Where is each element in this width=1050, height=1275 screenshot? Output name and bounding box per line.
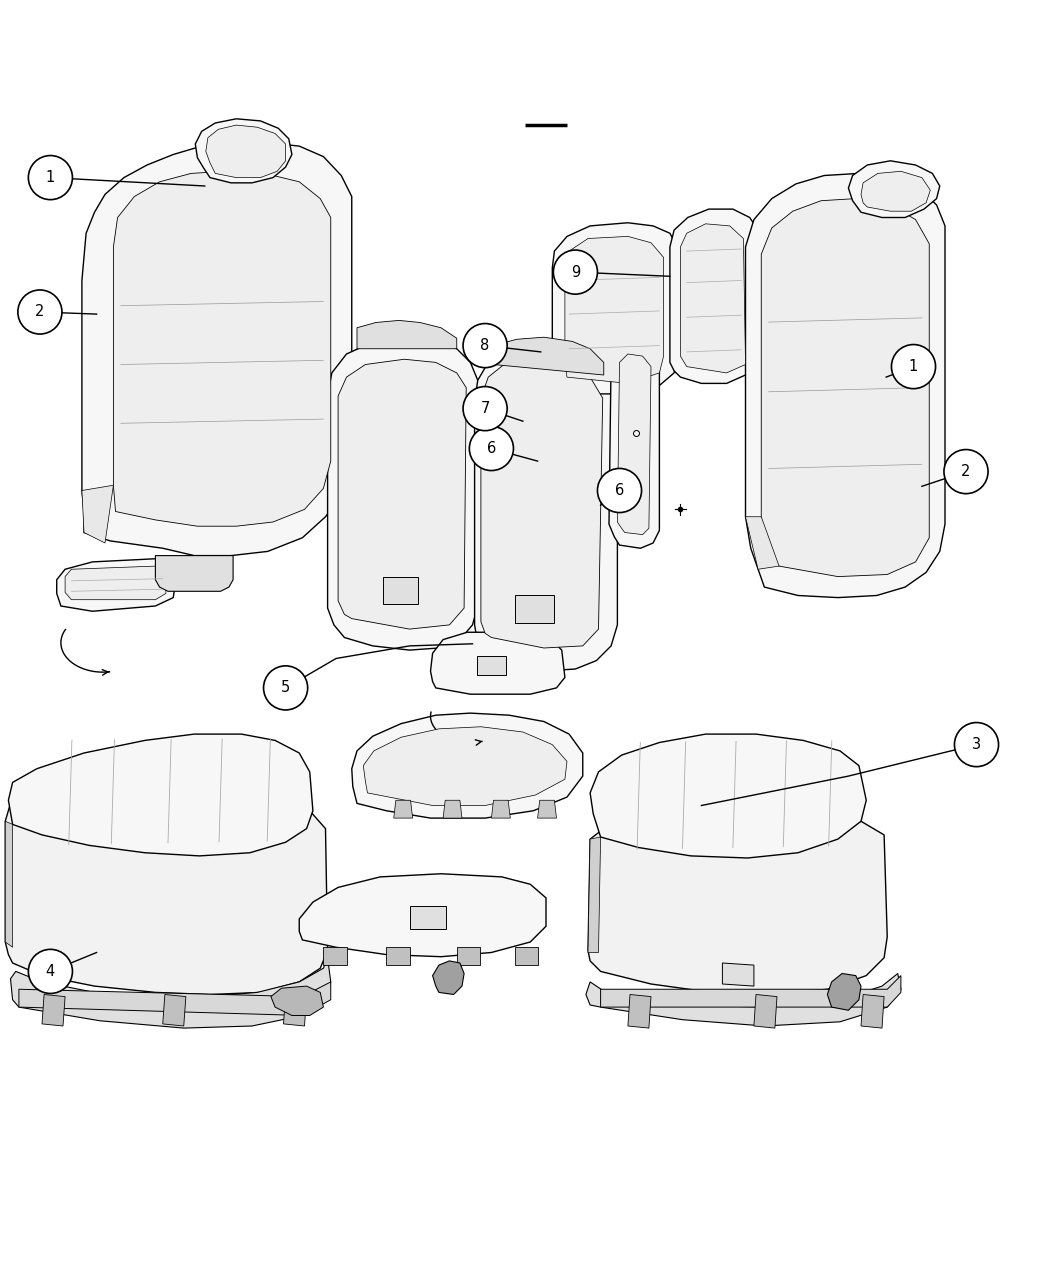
Polygon shape [481,360,603,648]
Polygon shape [195,119,292,182]
Text: 7: 7 [481,402,489,416]
Polygon shape [746,173,945,598]
Polygon shape [383,576,418,604]
Circle shape [597,468,642,513]
Polygon shape [722,963,754,986]
Polygon shape [430,632,565,694]
Polygon shape [363,727,567,806]
Circle shape [891,344,936,389]
Polygon shape [477,657,506,676]
Polygon shape [514,947,538,965]
Polygon shape [19,982,331,1015]
Circle shape [463,386,507,431]
Polygon shape [155,556,233,592]
Polygon shape [565,236,664,384]
Polygon shape [457,947,480,965]
Polygon shape [761,199,929,576]
Text: 2: 2 [962,464,970,479]
Polygon shape [284,994,307,1026]
Polygon shape [57,558,176,611]
Polygon shape [10,958,331,1028]
Polygon shape [299,873,546,956]
Text: 2: 2 [36,305,44,320]
Polygon shape [163,994,186,1026]
Polygon shape [5,821,13,947]
Polygon shape [82,142,352,556]
Circle shape [264,666,308,710]
Circle shape [28,950,72,993]
Circle shape [954,723,999,766]
Circle shape [469,426,513,470]
Polygon shape [323,947,346,965]
Polygon shape [680,224,745,372]
Polygon shape [588,836,601,952]
Polygon shape [827,974,861,1010]
Polygon shape [514,595,554,622]
Polygon shape [628,994,651,1028]
Polygon shape [328,338,478,650]
Text: 1: 1 [46,170,55,185]
Polygon shape [746,516,779,569]
Polygon shape [552,223,677,394]
Polygon shape [206,125,286,177]
Polygon shape [42,994,65,1026]
Text: 4: 4 [46,964,55,979]
Circle shape [18,289,62,334]
Polygon shape [494,337,604,375]
Polygon shape [590,734,866,858]
Text: 6: 6 [487,441,496,456]
Polygon shape [670,209,758,384]
Polygon shape [848,161,940,218]
Polygon shape [113,171,331,527]
Polygon shape [65,566,166,599]
Polygon shape [8,734,313,856]
Polygon shape [410,907,446,929]
Polygon shape [433,961,464,994]
Polygon shape [588,821,887,994]
Polygon shape [861,171,930,212]
Polygon shape [394,801,413,819]
Polygon shape [491,801,510,819]
Text: 5: 5 [281,681,290,695]
Polygon shape [352,713,583,819]
Polygon shape [5,803,328,994]
Text: 1: 1 [909,360,918,374]
Polygon shape [586,974,901,1026]
Text: 8: 8 [481,338,489,353]
Polygon shape [443,801,462,819]
Text: 9: 9 [571,265,580,279]
Polygon shape [617,354,651,534]
Polygon shape [357,320,457,349]
Polygon shape [538,801,556,819]
Polygon shape [861,994,884,1028]
Circle shape [463,324,507,367]
Circle shape [944,450,988,493]
Polygon shape [475,343,617,671]
Circle shape [28,156,72,200]
Polygon shape [338,360,466,629]
Polygon shape [609,342,659,548]
Text: 6: 6 [615,483,624,499]
Polygon shape [754,994,777,1028]
Polygon shape [82,486,113,543]
Polygon shape [601,975,901,1007]
Polygon shape [386,947,410,965]
Polygon shape [271,986,323,1015]
Text: 3: 3 [972,737,981,752]
Circle shape [553,250,597,295]
